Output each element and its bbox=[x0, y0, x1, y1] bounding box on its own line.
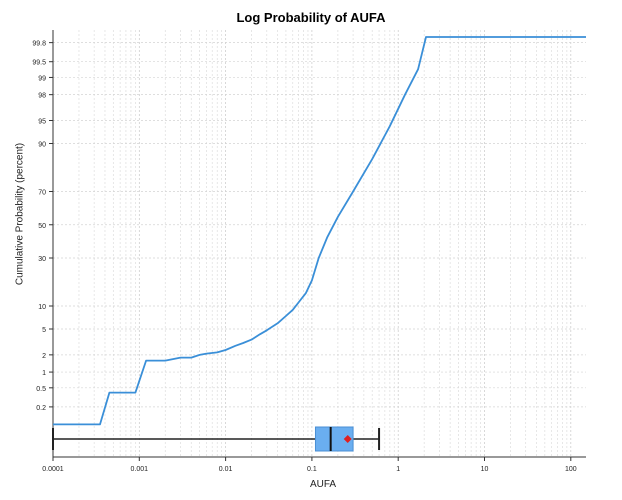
x-tick-label: 100 bbox=[565, 466, 577, 473]
x-tick-label: 0.001 bbox=[131, 466, 149, 473]
y-tick-label: 0.2 bbox=[36, 405, 46, 412]
y-tick-label: 5 bbox=[42, 327, 46, 334]
y-tick-label: 99.5 bbox=[32, 60, 46, 67]
x-tick-label: 0.01 bbox=[219, 466, 233, 473]
x-axis-label-wrap: AUFA bbox=[0, 479, 622, 490]
y-tick-label: 1 bbox=[42, 370, 46, 377]
x-tick-label: 1 bbox=[396, 466, 400, 473]
y-tick-label: 90 bbox=[38, 142, 46, 149]
x-tick-label: 0.1 bbox=[307, 466, 317, 473]
x-tick-label: 10 bbox=[481, 466, 489, 473]
chart-title: Log Probability of AUFA bbox=[236, 10, 386, 25]
y-tick-label: 30 bbox=[38, 256, 46, 263]
x-tick-label: 0.0001 bbox=[42, 466, 64, 473]
y-tick-label: 70 bbox=[38, 190, 46, 197]
y-tick-label: 50 bbox=[38, 223, 46, 230]
y-tick-label: 99 bbox=[38, 75, 46, 82]
x-axis-label: AUFA bbox=[309, 479, 337, 490]
y-tick-label: 0.5 bbox=[36, 386, 46, 393]
y-tick-label: 10 bbox=[38, 304, 46, 311]
cdf-line bbox=[53, 36, 586, 426]
y-tick-label: 99.8 bbox=[32, 41, 46, 48]
y-tick-label: 2 bbox=[42, 353, 46, 360]
y-tick-label: 95 bbox=[38, 119, 46, 126]
y-tick-label: 98 bbox=[38, 93, 46, 100]
boxplot-mean-marker bbox=[343, 435, 352, 443]
